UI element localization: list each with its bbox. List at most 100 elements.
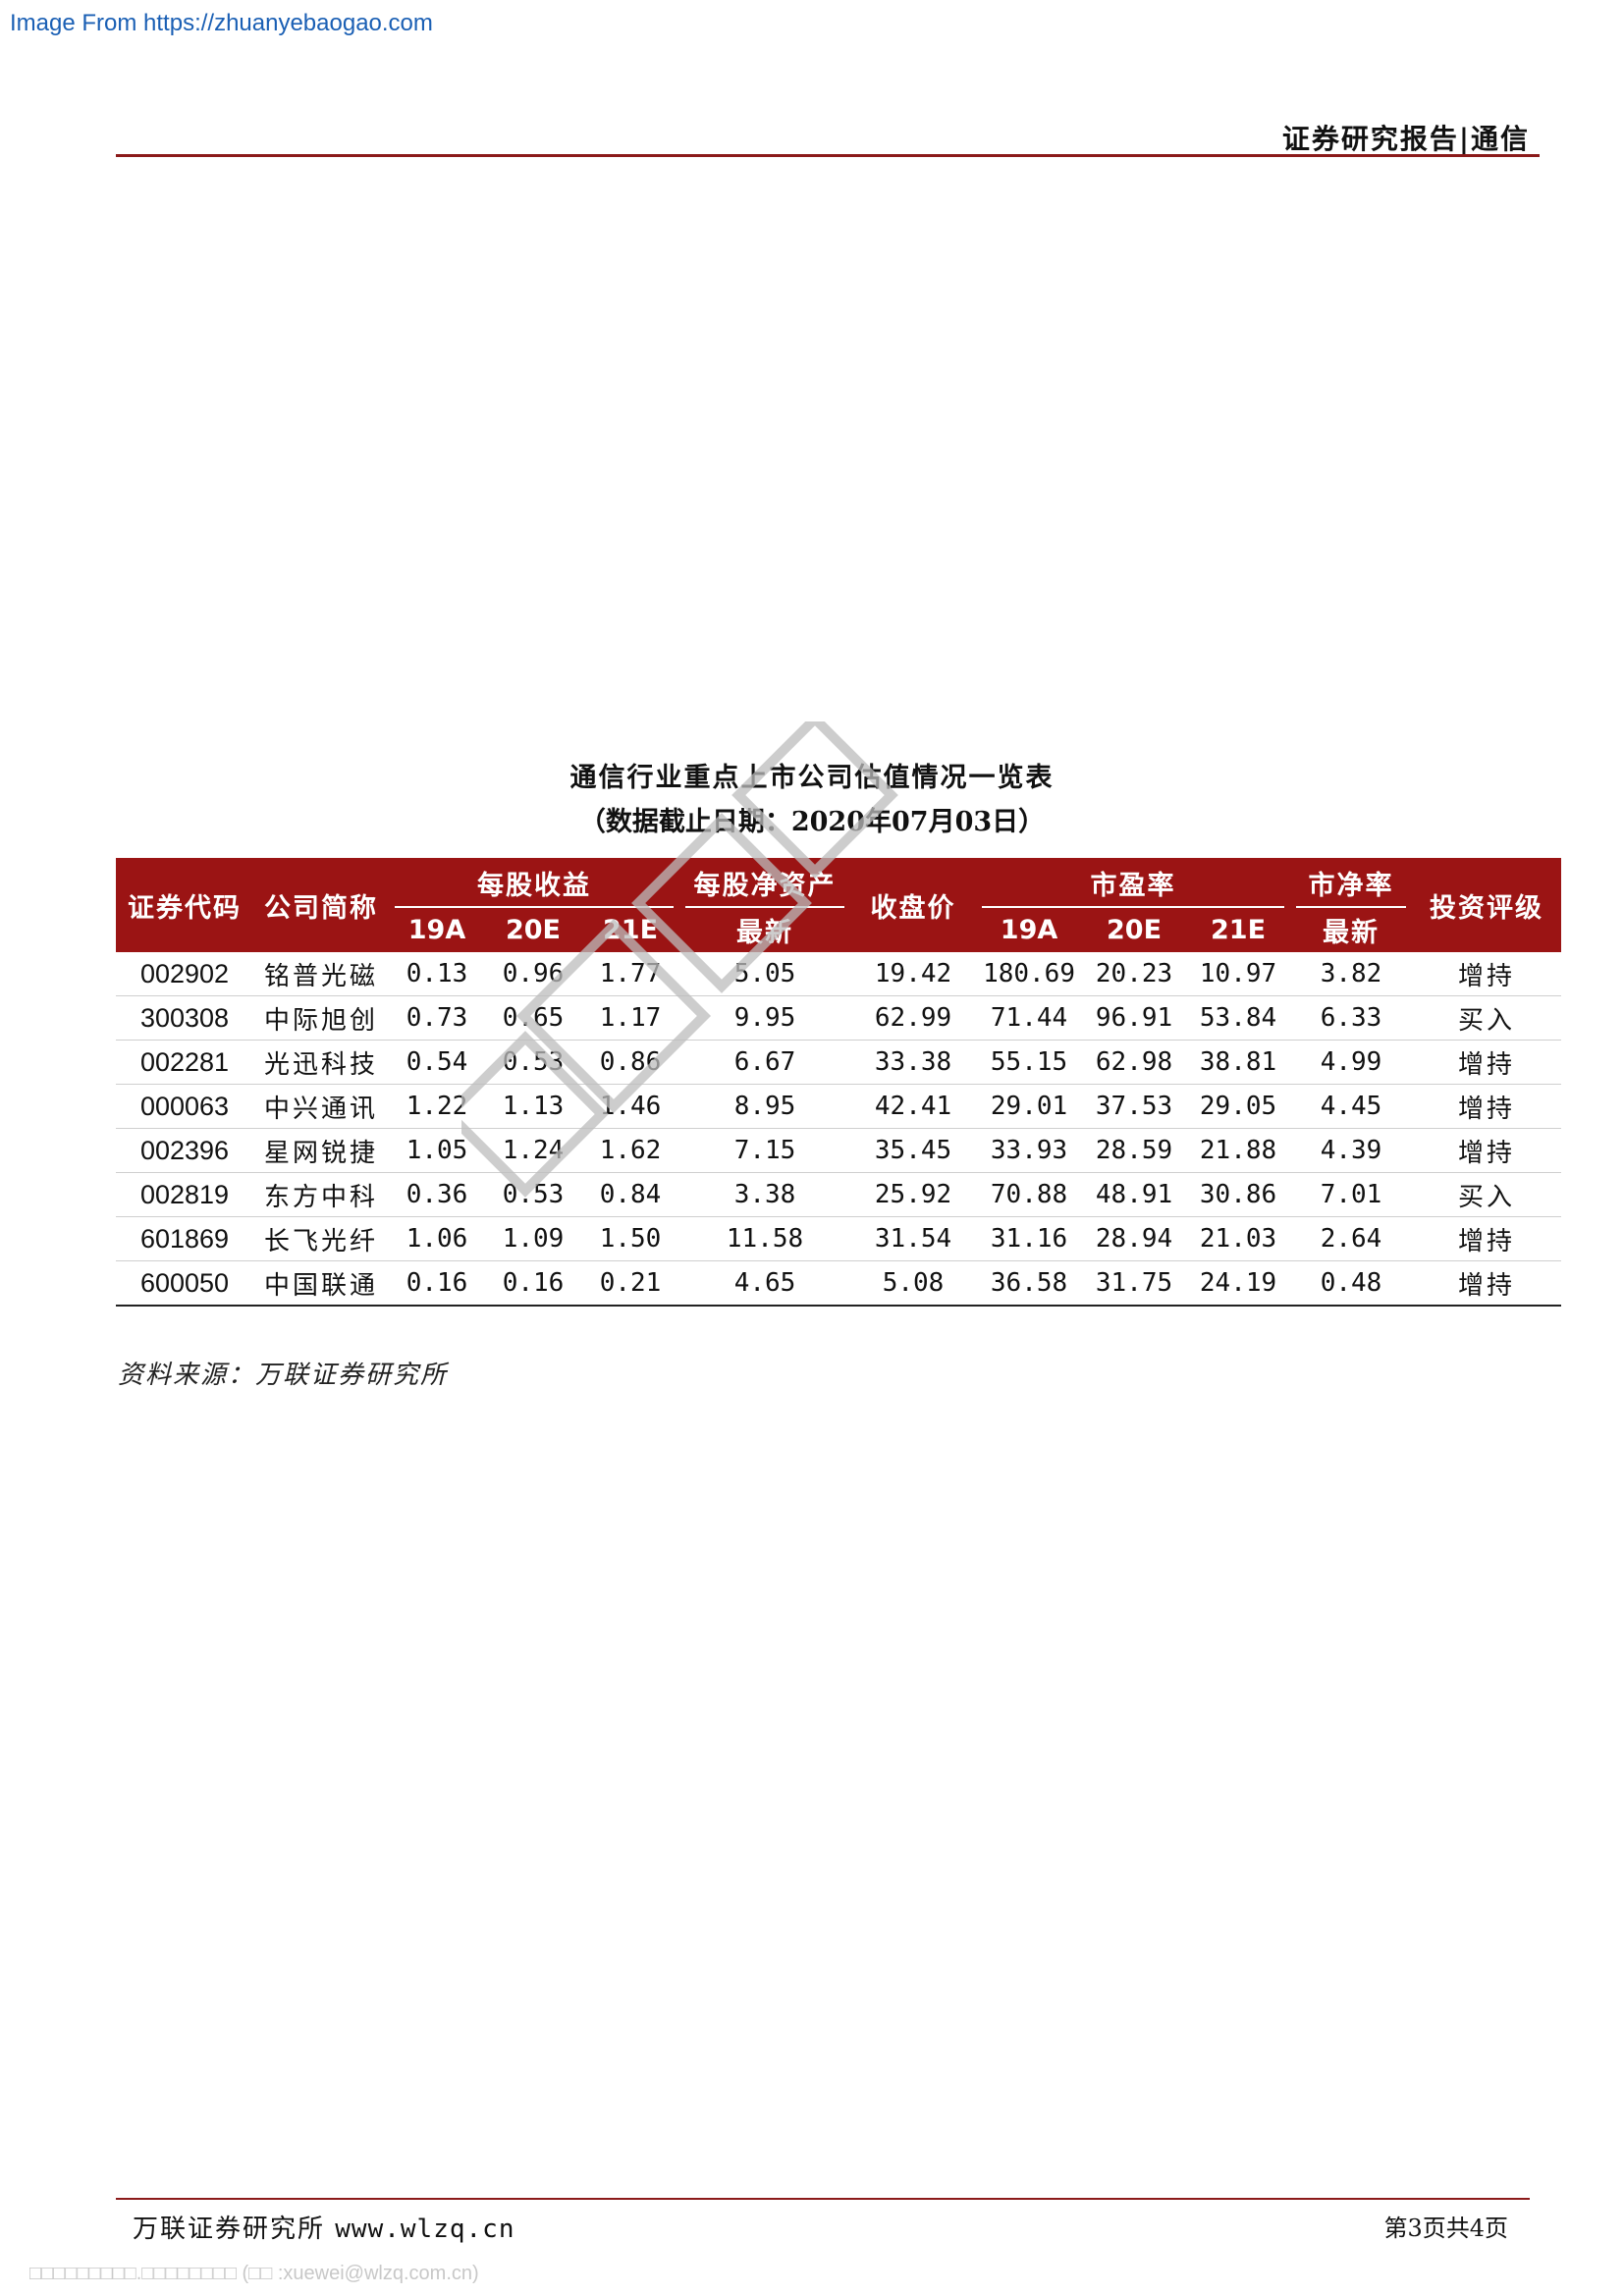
header-pb-latest: 最新	[1290, 908, 1413, 952]
source-note: 资料来源：万联证券研究所	[118, 1361, 449, 1390]
cell-code: 002281	[116, 1040, 253, 1085]
cell-name: 光迅科技	[253, 1040, 389, 1085]
cell-pe19: 55.15	[976, 1040, 1083, 1085]
cell-close: 31.54	[850, 1216, 977, 1261]
cell-name: 长飞光纤	[253, 1216, 389, 1261]
cell-code: 002902	[116, 952, 253, 996]
cell-eps21: 1.17	[581, 995, 680, 1041]
header-pe-19a: 19A	[976, 908, 1083, 952]
cell-close: 62.99	[850, 995, 977, 1041]
valuation-table: 证券代码 公司简称 每股收益 每股净资产 收盘价 市盈率 市净率 投资评级 19…	[116, 858, 1562, 1307]
cell-pe20: 31.75	[1082, 1260, 1187, 1307]
table-row: 002281 光迅科技 0.54 0.53 0.86 6.67 33.38 55.15 62.9…	[116, 1040, 1562, 1085]
cell-pe19: 71.44	[976, 995, 1083, 1041]
header-divider	[116, 154, 1540, 157]
cell-pe19: 36.58	[976, 1260, 1083, 1307]
source-link[interactable]: Image From https://zhuanyebaogao.com	[10, 10, 433, 36]
cell-pb: 6.33	[1290, 995, 1413, 1041]
cell-pe19: 33.93	[976, 1128, 1083, 1173]
cell-pe19: 70.88	[976, 1172, 1083, 1217]
footer-divider	[116, 2198, 1530, 2200]
header-eps-19a: 19A	[389, 908, 485, 952]
cell-pe21: 24.19	[1186, 1260, 1291, 1307]
cell-bvps: 3.38	[679, 1172, 851, 1217]
cell-pe20: 48.91	[1082, 1172, 1187, 1217]
cell-bvps: 5.05	[679, 952, 851, 996]
header-code: 证券代码	[116, 858, 253, 952]
cell-pe20: 28.59	[1082, 1128, 1187, 1173]
cell-pb: 4.39	[1290, 1128, 1413, 1173]
header-pe: 市盈率	[976, 858, 1291, 908]
table-row: 601869 长飞光纤 1.06 1.09 1.50 11.58 31.54 31.16 28.…	[116, 1216, 1562, 1261]
cell-close: 42.41	[850, 1084, 977, 1129]
cell-code: 002396	[116, 1128, 253, 1173]
cell-eps20: 0.65	[485, 995, 581, 1041]
cell-eps20: 1.24	[485, 1128, 581, 1173]
cell-eps21: 1.62	[581, 1128, 680, 1173]
cell-rating: 增持	[1412, 1084, 1562, 1129]
cell-pb: 4.45	[1290, 1084, 1413, 1129]
cell-pe21: 29.05	[1186, 1084, 1291, 1129]
cell-code: 600050	[116, 1260, 253, 1307]
cell-bvps: 11.58	[679, 1216, 851, 1261]
cell-eps19: 1.05	[389, 1128, 485, 1173]
cell-name: 东方中科	[253, 1172, 389, 1217]
cell-eps19: 0.13	[389, 952, 485, 996]
cell-bvps: 7.15	[679, 1128, 851, 1173]
cell-pe21: 53.84	[1186, 995, 1291, 1041]
header-pe-20e: 20E	[1082, 908, 1187, 952]
header-eps: 每股收益	[389, 858, 680, 908]
cell-pb: 4.99	[1290, 1040, 1413, 1085]
table-row: 600050 中国联通 0.16 0.16 0.21 4.65 5.08 36.58 31.75…	[116, 1260, 1562, 1307]
cell-pe20: 96.91	[1082, 995, 1187, 1041]
cell-code: 300308	[116, 995, 253, 1041]
cell-pe21: 21.03	[1186, 1216, 1291, 1261]
cell-eps19: 0.36	[389, 1172, 485, 1217]
footer-url[interactable]: www.wlzq.cn	[335, 2215, 515, 2244]
footer-company: 万联证券研究所 www.wlzq.cn	[133, 2209, 514, 2245]
cell-eps21: 1.50	[581, 1216, 680, 1261]
cell-eps21: 0.21	[581, 1260, 680, 1307]
cell-rating: 增持	[1412, 1216, 1562, 1261]
table-row: 000063 中兴通讯 1.22 1.13 1.46 8.95 42.41 29.01 37.5…	[116, 1084, 1562, 1129]
cell-eps19: 1.06	[389, 1216, 485, 1261]
cell-rating: 增持	[1412, 1128, 1562, 1173]
page-number: 第3页共4页	[1383, 2215, 1508, 2242]
header-eps-20e: 20E	[485, 908, 581, 952]
cell-eps20: 1.13	[485, 1084, 581, 1129]
header-rating: 投资评级	[1412, 858, 1562, 952]
cell-pe19: 31.16	[976, 1216, 1083, 1261]
cell-pe21: 10.97	[1186, 952, 1291, 996]
cell-name: 中兴通讯	[253, 1084, 389, 1129]
cell-eps20: 1.09	[485, 1216, 581, 1261]
download-note: □□□□□□□□□.□□□□□□□□ (□□ :xuewei@wlzq.com.…	[29, 2263, 479, 2284]
cell-pb: 3.82	[1290, 952, 1413, 996]
cell-name: 中国联通	[253, 1260, 389, 1307]
table-row: 002819 东方中科 0.36 0.53 0.84 3.38 25.92 70.88 48.9…	[116, 1172, 1562, 1217]
cell-close: 5.08	[850, 1260, 977, 1307]
cell-pe20: 28.94	[1082, 1216, 1187, 1261]
table-row: 300308 中际旭创 0.73 0.65 1.17 9.95 62.99 71.44 96.9…	[116, 995, 1562, 1041]
cell-eps21: 0.86	[581, 1040, 680, 1085]
cell-bvps: 8.95	[679, 1084, 851, 1129]
header-name: 公司简称	[253, 858, 389, 952]
cell-eps20: 0.53	[485, 1040, 581, 1085]
cell-bvps: 6.67	[679, 1040, 851, 1085]
report-header-title: 证券研究报告|通信	[1281, 123, 1530, 155]
cell-rating: 买入	[1412, 1172, 1562, 1217]
table-row: 002396 星网锐捷 1.05 1.24 1.62 7.15 35.45 33.93 28.5…	[116, 1128, 1562, 1173]
cell-pe20: 20.23	[1082, 952, 1187, 996]
cell-pe19: 180.69	[976, 952, 1083, 996]
cell-pb: 2.64	[1290, 1216, 1413, 1261]
cell-eps19: 0.54	[389, 1040, 485, 1085]
cell-rating: 增持	[1412, 952, 1562, 996]
cell-close: 25.92	[850, 1172, 977, 1217]
header-bvps-latest: 最新	[679, 908, 851, 952]
cell-close: 35.45	[850, 1128, 977, 1173]
cell-code: 601869	[116, 1216, 253, 1261]
cell-pe20: 62.98	[1082, 1040, 1187, 1085]
cell-eps19: 0.73	[389, 995, 485, 1041]
table-subtitle: （数据截止日期：2020年07月03日）	[578, 807, 1046, 837]
cell-name: 星网锐捷	[253, 1128, 389, 1173]
cell-rating: 增持	[1412, 1040, 1562, 1085]
